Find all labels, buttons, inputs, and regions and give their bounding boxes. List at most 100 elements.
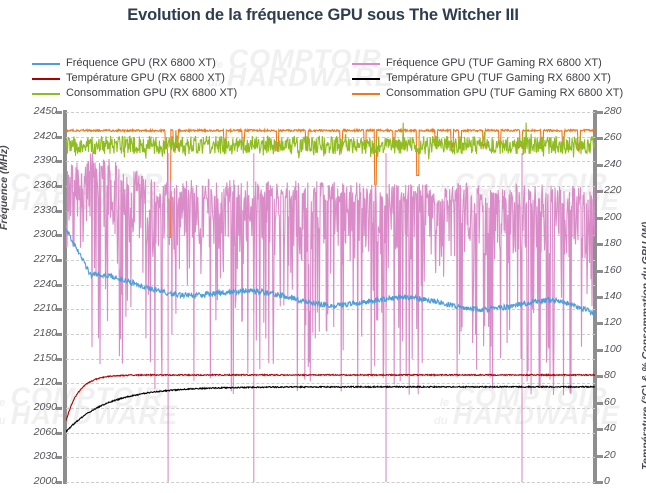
- legend-swatch-temp_tuf: [352, 77, 380, 80]
- y-tick-label-right: 20: [604, 448, 616, 461]
- gridline: [66, 408, 595, 409]
- y-tick-left: [56, 160, 62, 164]
- y-tick-left: [56, 135, 62, 139]
- legend-item-pow_ref[interactable]: Consommation GPU (RX 6800 XT): [32, 86, 324, 101]
- series-path: [66, 230, 595, 317]
- chart-title: Evolution de la fréquence GPU sous The W…: [127, 6, 519, 24]
- y-tick-right: [597, 348, 603, 352]
- legend-label-temp_tuf: Température GPU (TUF Gaming RX 6800 XT): [386, 72, 611, 84]
- y-tick-right: [597, 137, 603, 141]
- y-tick-label-left: 2060: [33, 425, 57, 438]
- series-canvas: [66, 112, 595, 482]
- y-tick-left: [56, 357, 62, 361]
- y-tick-label-right: 260: [604, 131, 622, 144]
- y-axis-left-line: [63, 110, 67, 484]
- y-tick-label-right: 280: [604, 105, 622, 117]
- series-path: [66, 129, 595, 237]
- y-tick-label-left: 2090: [33, 401, 57, 413]
- y-tick-label-right: 60: [604, 395, 616, 408]
- y-tick-left: [56, 431, 62, 435]
- gridline: [66, 309, 595, 311]
- y-tick-label-left: 2360: [33, 179, 57, 191]
- gridline: [66, 482, 595, 483]
- legend-label-pow_tuf: Consommation GPU (TUF Gaming RX 6800 XT): [386, 87, 624, 99]
- y-tick-label-right: 140: [604, 290, 622, 302]
- legend-label-temp_ref: Température GPU (RX 6800 XT): [66, 72, 225, 84]
- y-tick-left: [56, 283, 62, 287]
- legend-swatch-pow_tuf: [352, 92, 380, 95]
- legend-item-temp_ref[interactable]: Température GPU (RX 6800 XT): [32, 71, 324, 86]
- series-path: [66, 123, 595, 160]
- y-tick-right: [597, 296, 603, 299]
- y-tick-left: [56, 308, 62, 312]
- y-tick-label-right: 80: [604, 369, 616, 382]
- legend-swatch-freq_ref: [32, 62, 60, 65]
- y-tick-label-left: 2300: [33, 228, 57, 241]
- y-tick-label-left: 2240: [33, 277, 57, 290]
- y-tick-right: [597, 216, 603, 220]
- y-tick-right: [597, 454, 603, 458]
- y-tick-right: [597, 269, 603, 273]
- y-tick-left: [56, 234, 62, 238]
- y-tick-right: [597, 428, 603, 432]
- y-tick-label-right: 120: [604, 316, 622, 329]
- y-tick-left: [56, 209, 62, 213]
- legend-item-pow_tuf[interactable]: Consommation GPU (TUF Gaming RX 6800 XT): [352, 86, 644, 101]
- y-tick-left: [56, 111, 62, 114]
- y-tick-label-right: 100: [604, 342, 622, 355]
- y-tick-label-right: 220: [604, 184, 622, 197]
- legend-swatch-temp_ref: [32, 77, 60, 80]
- gridline: [66, 334, 595, 335]
- gridline: [66, 383, 595, 385]
- y-tick-label-left: 2420: [33, 129, 57, 142]
- legend-label-pow_ref: Consommation GPU (RX 6800 XT): [66, 87, 238, 99]
- chart-legend: Fréquence GPU (RX 6800 XT) Température GP…: [32, 56, 623, 102]
- legend-swatch-freq_tuf: [352, 62, 380, 65]
- y-tick-right: [597, 481, 603, 484]
- y-tick-right: [597, 163, 603, 167]
- gridline: [66, 284, 595, 286]
- gridline: [66, 186, 595, 187]
- y-tick-label-left: 2390: [33, 154, 57, 167]
- legend-label-freq_ref: Fréquence GPU (RX 6800 XT): [66, 57, 216, 69]
- y-tick-right: [597, 190, 603, 194]
- y-axis-right-line: [593, 110, 597, 484]
- legend-item-freq_tuf[interactable]: Fréquence GPU (TUF Gaming RX 6800 XT): [352, 56, 644, 71]
- y-tick-label-left: 2000: [33, 475, 57, 487]
- y-tick-left: [56, 456, 62, 460]
- y-tick-label-left: 2450: [33, 105, 57, 117]
- y-tick-right: [597, 111, 603, 114]
- y-tick-right: [597, 401, 603, 405]
- legend-item-temp_tuf[interactable]: Température GPU (TUF Gaming RX 6800 XT): [352, 71, 644, 86]
- y-tick-right: [597, 322, 603, 326]
- series-path: [66, 386, 595, 432]
- y-tick-right: [597, 375, 603, 379]
- y-tick-label-right: 200: [604, 210, 622, 223]
- y-tick-label-left: 2030: [33, 450, 57, 463]
- y-tick-label-left: 2210: [33, 302, 57, 315]
- y-tick-left: [56, 481, 62, 484]
- gridline: [66, 432, 595, 434]
- y-tick-left: [56, 333, 62, 336]
- y-tick-label-right: 40: [604, 422, 616, 435]
- y-tick-left: [56, 407, 62, 410]
- legend-column-right: Fréquence GPU (TUF Gaming RX 6800 XT) Tem…: [352, 56, 644, 101]
- legend-column-left: Fréquence GPU (RX 6800 XT) Température GP…: [32, 56, 324, 101]
- gridline: [66, 358, 595, 360]
- y-tick-label-right: 240: [604, 157, 622, 170]
- y-tick-label-left: 2270: [33, 253, 57, 265]
- y-tick-label-right: 0: [604, 475, 610, 487]
- legend-label-freq_tuf: Fréquence GPU (TUF Gaming RX 6800 XT): [386, 57, 602, 69]
- gridline: [66, 136, 595, 138]
- gridline: [66, 457, 595, 459]
- plot-area: [66, 112, 595, 483]
- y-tick-label-left: 2120: [33, 376, 57, 389]
- legend-swatch-pow_ref: [32, 92, 60, 95]
- y-tick-left: [56, 185, 62, 188]
- gridline: [66, 161, 595, 163]
- y-tick-label-left: 2330: [33, 203, 57, 216]
- series-path: [66, 154, 595, 396]
- y-tick-label-left: 2180: [33, 327, 57, 339]
- gridline: [66, 112, 595, 113]
- legend-item-freq_ref[interactable]: Fréquence GPU (RX 6800 XT): [32, 56, 324, 71]
